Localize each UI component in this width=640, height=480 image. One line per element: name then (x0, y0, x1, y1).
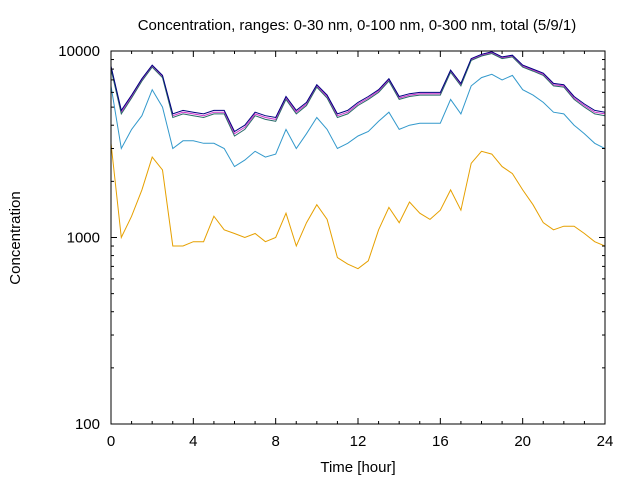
y-tick-label: 1000 (67, 230, 100, 247)
plot-frame (110, 50, 606, 425)
chart-title: Concentration, ranges: 0-30 nm, 0-100 nm… (138, 17, 577, 34)
series-line-0 (111, 143, 605, 270)
y-tick-label: 10000 (58, 43, 100, 60)
x-axis: 0 4 8 12 16 20 24 (107, 51, 614, 450)
x-tick-label: 24 (597, 433, 614, 450)
series-line-4 (111, 51, 605, 133)
series-line-1 (111, 73, 605, 168)
y-axis: 100 1000 10000 (58, 43, 605, 433)
x-tick-label: 20 (514, 433, 531, 450)
x-axis-label: Time [hour] (320, 459, 395, 476)
x-tick-label: 12 (350, 433, 367, 450)
x-tick-label: 0 (107, 433, 115, 450)
y-axis-label: Concentration (7, 191, 24, 284)
series-line-2 (111, 52, 605, 135)
x-tick-label: 4 (189, 433, 197, 450)
x-tick-label: 8 (271, 433, 279, 450)
series-line-3 (111, 52, 605, 137)
x-tick-label: 16 (432, 433, 449, 450)
series-layer (111, 51, 605, 270)
y-tick-label: 100 (75, 416, 100, 433)
